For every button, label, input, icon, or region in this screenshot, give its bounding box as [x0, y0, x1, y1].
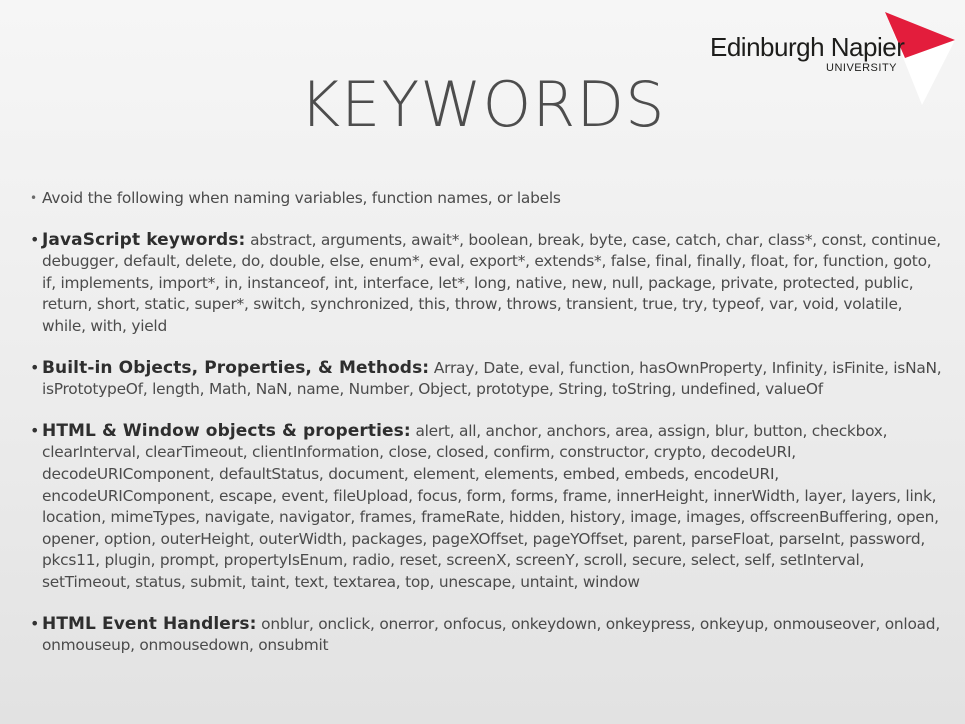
- logo-name: Edinburgh Napier: [710, 32, 905, 62]
- slide-title: KEYWORDS: [299, 68, 666, 141]
- builtin-objects-heading: Built-in Objects, Properties, & Methods:: [42, 357, 430, 378]
- event-handlers-list: onblur, onclick, onerror, onfocus, onkey…: [42, 614, 940, 655]
- js-keywords-list: abstract, arguments, await*, boolean, br…: [42, 230, 941, 335]
- intro-bullet: Avoid the following when naming variable…: [30, 188, 945, 210]
- js-keywords-bullet: JavaScript keywords: abstract, arguments…: [30, 229, 945, 338]
- html-window-list: alert, all, anchor, anchors, area, assig…: [42, 421, 939, 591]
- builtin-objects-bullet: Built-in Objects, Properties, & Methods:…: [30, 357, 945, 401]
- html-window-bullet: HTML & Window objects & properties: aler…: [30, 420, 945, 594]
- event-handlers-bullet: HTML Event Handlers: onblur, onclick, on…: [30, 612, 945, 657]
- html-window-heading: HTML & Window objects & properties:: [42, 420, 411, 441]
- builtin-objects-list: Array, Date, eval, function, hasOwnPrope…: [42, 358, 942, 399]
- intro-text: Avoid the following when naming variable…: [42, 189, 561, 207]
- event-handlers-heading: HTML Event Handlers:: [42, 613, 257, 634]
- slide-content: Avoid the following when naming variable…: [30, 188, 945, 677]
- university-logo: Edinburgh Napier UNIVERSITY: [700, 10, 960, 110]
- logo-subtitle: UNIVERSITY: [826, 62, 898, 74]
- logo-triangle-icon: [885, 12, 955, 105]
- js-keywords-heading: JavaScript keywords:: [42, 229, 246, 250]
